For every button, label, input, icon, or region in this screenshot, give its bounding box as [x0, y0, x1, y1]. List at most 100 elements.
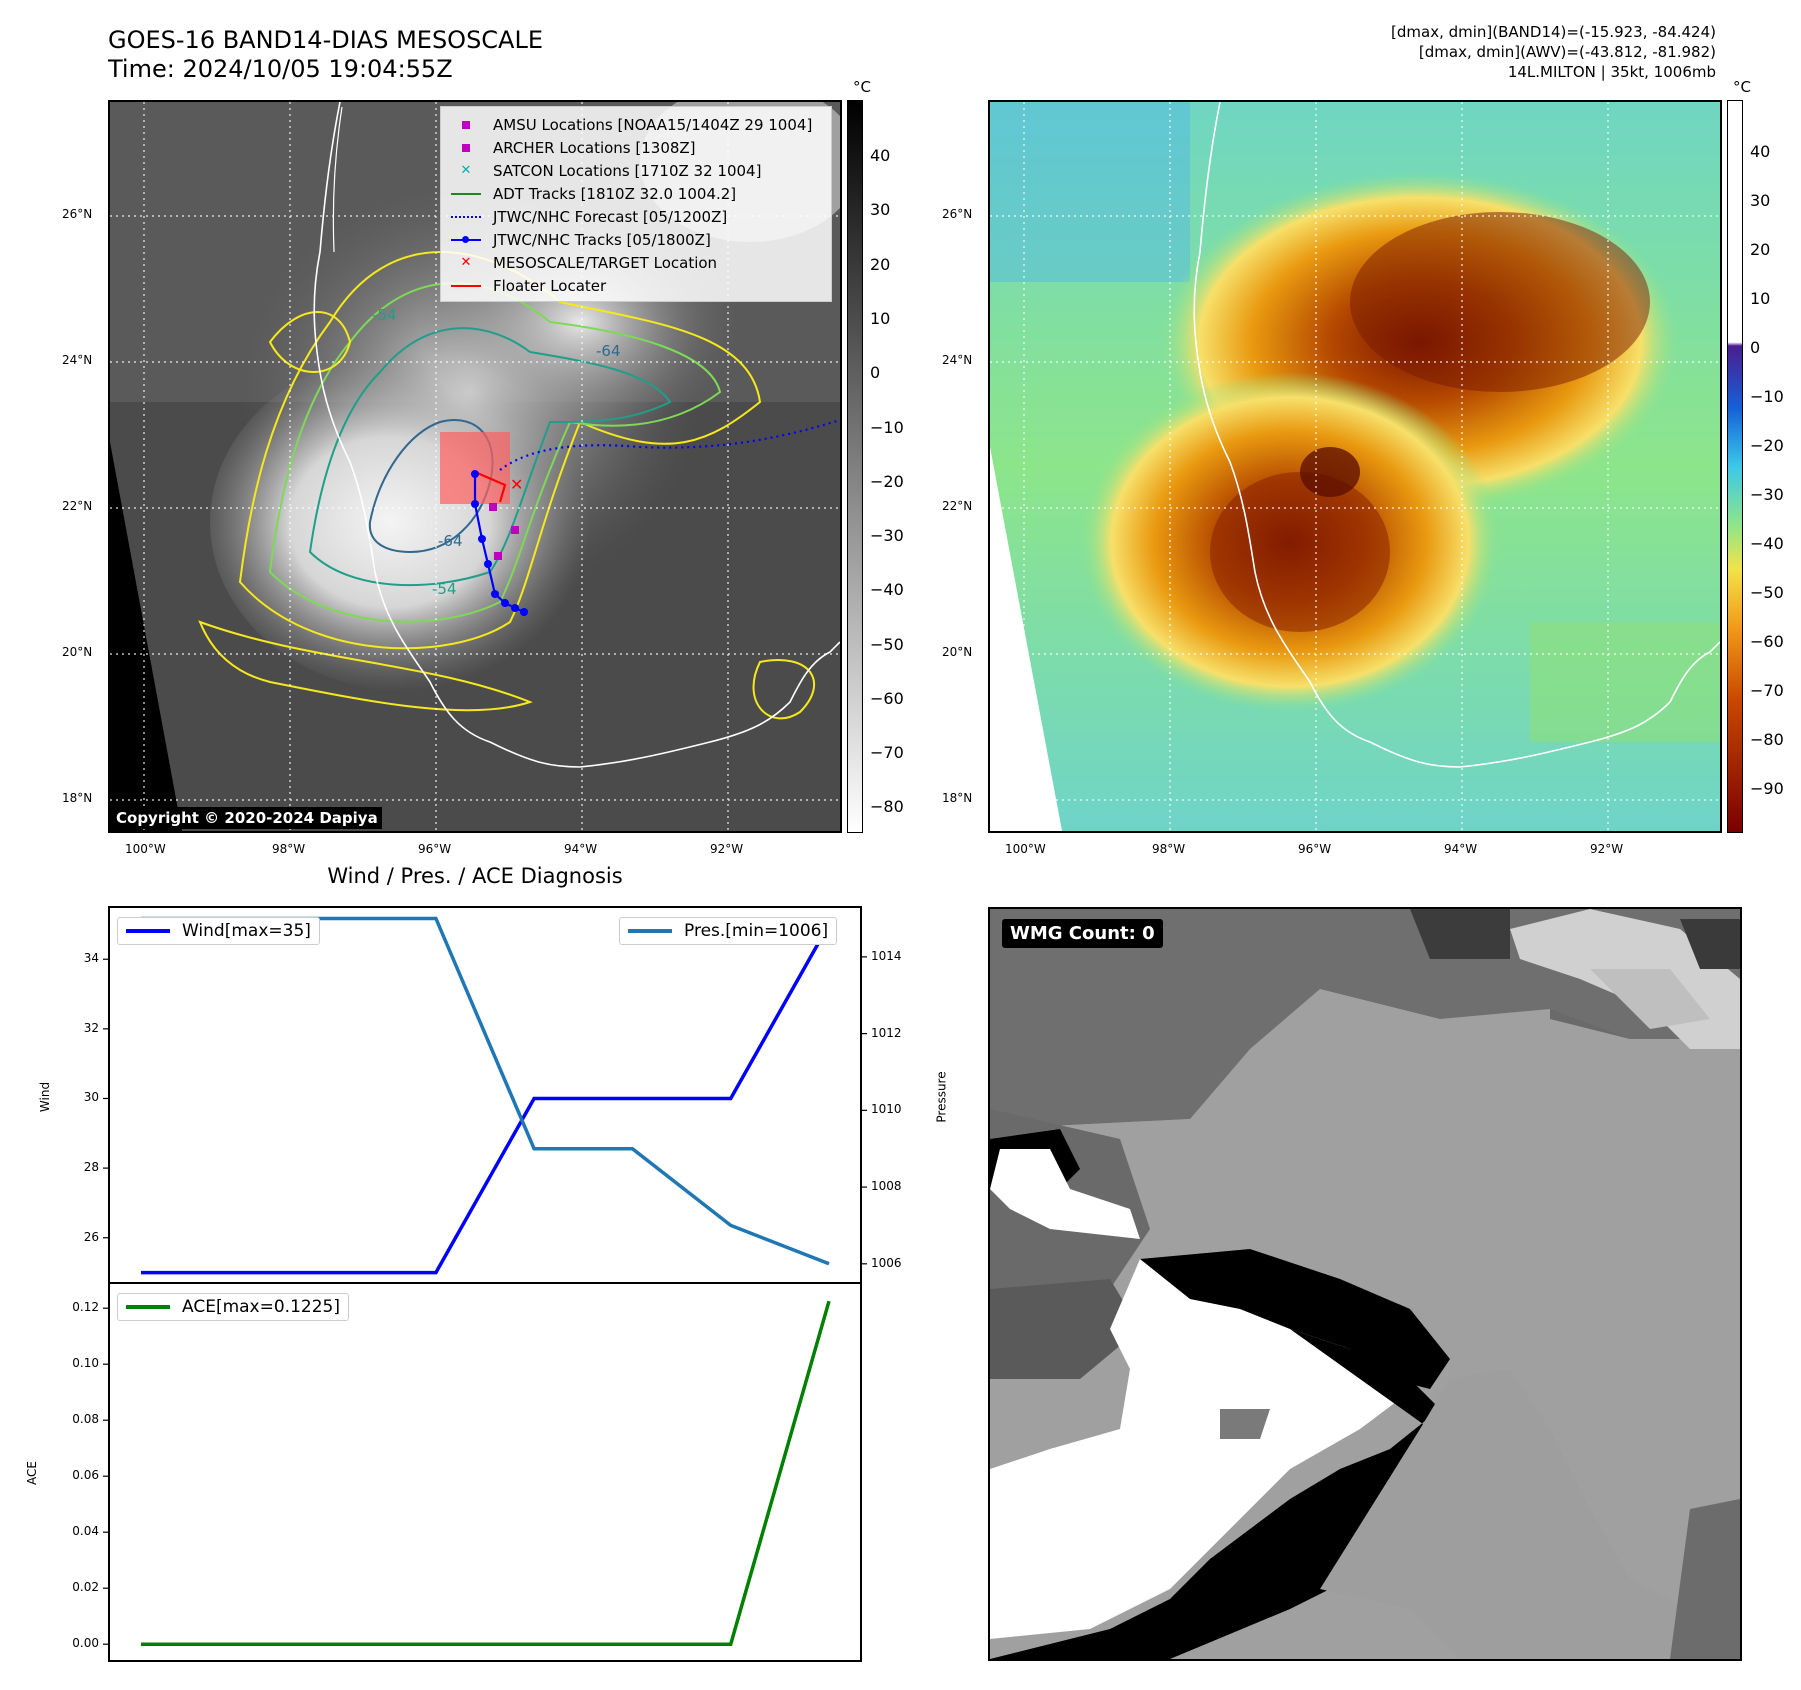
- lon-label: 98°W: [1152, 842, 1186, 856]
- square-marker-icon: [449, 141, 483, 155]
- colorbar-tick: −50: [870, 635, 904, 654]
- lat-label: 22°N: [942, 499, 973, 513]
- awv-map-panel: [988, 100, 1722, 833]
- wmg-count-label: WMG Count: 0: [1002, 919, 1163, 948]
- legend-label: ARCHER Locations [1308Z]: [493, 138, 696, 157]
- ace-legend-label: ACE[max=0.1225]: [182, 1297, 340, 1317]
- wind-plot-frame: [108, 906, 862, 1284]
- lat-label: 18°N: [62, 791, 93, 805]
- pressure-tick-label: 1006: [871, 1255, 902, 1270]
- line-marker-icon: [449, 187, 483, 201]
- colorbar-tick: −30: [870, 526, 904, 545]
- line-dot-marker-icon: [449, 233, 483, 247]
- contour-label: -54: [432, 580, 457, 598]
- legend-item-tracks: JTWC/NHC Tracks [05/1800Z]: [449, 228, 823, 251]
- colorbar-tick: 0: [1750, 338, 1761, 357]
- colorbar-tick: −80: [1750, 730, 1784, 749]
- wind-tick-label: 32: [83, 1020, 99, 1035]
- lon-label: 92°W: [1590, 842, 1624, 856]
- line-marker-icon: [449, 279, 483, 293]
- diagnosis-title: Wind / Pres. / ACE Diagnosis: [327, 864, 623, 888]
- ace-tick-label: 0.04: [72, 1524, 99, 1539]
- copyright-label: Copyright © 2020-2024 Dapiya: [112, 807, 382, 829]
- info-line3: 14L.MILTON | 35kt, 1006mb: [1507, 63, 1716, 81]
- pressure-tick-label: 1010: [871, 1102, 902, 1117]
- pressure-tick-label: 1008: [871, 1179, 902, 1194]
- colorbar-tick: −10: [1750, 387, 1784, 406]
- square-marker-icon: [449, 118, 483, 132]
- colorbar-unit: °C: [1733, 78, 1751, 96]
- colorbar-tick: 40: [1750, 142, 1771, 161]
- legend-label: SATCON Locations [1710Z 32 1004]: [493, 161, 762, 180]
- colorbar-tick: 30: [870, 200, 891, 219]
- colorbar-tick: −50: [1750, 583, 1784, 602]
- lat-label: 20°N: [62, 645, 93, 659]
- legend-item-target: ✕ MESOSCALE/TARGET Location: [449, 251, 823, 274]
- wmg-panel: WMG Count: 0: [988, 907, 1742, 1661]
- lat-label: 22°N: [62, 499, 93, 513]
- colorbar-tick: −20: [870, 472, 904, 491]
- x-marker-icon: ✕: [460, 163, 472, 178]
- wind-series-line: [141, 923, 831, 1275]
- pressure-legend-label: Pres.[min=1006]: [684, 921, 829, 941]
- x-marker-icon: ✕: [460, 255, 472, 270]
- lat-label: 18°N: [942, 791, 973, 805]
- wind-legend: Wind[max=35]: [117, 917, 320, 945]
- lat-label: 24°N: [942, 353, 973, 367]
- legend-label: ADT Tracks [1810Z 32.0 1004.2]: [493, 184, 737, 203]
- ace-axis-label: ACE: [24, 1461, 39, 1485]
- colorbar-tick: 10: [870, 309, 891, 328]
- legend-item-amsu: AMSU Locations [NOAA15/1404Z 29 1004]: [449, 113, 823, 136]
- colorbar-tick: −70: [870, 743, 904, 762]
- wind-tick-label: 26: [83, 1229, 99, 1244]
- colorbar-tick: −20: [1750, 436, 1784, 455]
- ace-tick-label: 0.06: [72, 1468, 99, 1483]
- figure-title-line1: GOES-16 BAND14-DIAS MESOSCALE: [108, 26, 544, 54]
- legend-item-floater: Floater Locater: [449, 274, 823, 297]
- awv-colorbar: [1727, 100, 1743, 833]
- ace-tick-label: 0.02: [72, 1580, 99, 1595]
- pressure-tick-label: 1012: [871, 1025, 902, 1040]
- pressure-tick-label: 1014: [871, 948, 902, 963]
- wind-axis-label: Wind: [38, 1081, 53, 1113]
- lon-label: 98°W: [272, 842, 306, 856]
- legend-label: Floater Locater: [493, 276, 607, 295]
- dotted-line-icon: [449, 210, 483, 224]
- colorbar-tick: 40: [870, 146, 891, 165]
- colorbar-tick: −40: [870, 580, 904, 599]
- legend-label: JTWC/NHC Tracks [05/1800Z]: [493, 230, 711, 249]
- info-line1: [dmax, dmin](BAND14)=(-15.923, -84.424): [1391, 23, 1716, 41]
- colorbar-tick: −60: [1750, 632, 1784, 651]
- map-legend: AMSU Locations [NOAA15/1404Z 29 1004] AR…: [440, 106, 832, 302]
- colorbar-tick: −80: [870, 797, 904, 816]
- colorbar-tick: 10: [1750, 289, 1771, 308]
- lon-label: 94°W: [1444, 842, 1478, 856]
- ace-tick-label: 0.00: [72, 1636, 99, 1651]
- wind-legend-line-icon: [126, 929, 170, 933]
- colorbar-tick: 0: [870, 363, 881, 382]
- figure-title-line2: Time: 2024/10/05 19:04:55Z: [108, 55, 453, 83]
- contour-label: -64: [438, 532, 463, 550]
- pressure-legend: Pres.[min=1006]: [619, 917, 838, 945]
- legend-label: MESOSCALE/TARGET Location: [493, 253, 718, 272]
- wind-tick-label: 30: [83, 1090, 99, 1105]
- svg-text:✕: ✕: [510, 475, 523, 494]
- lon-label: 96°W: [1298, 842, 1332, 856]
- legend-item-satcon: ✕ SATCON Locations [1710Z 32 1004]: [449, 159, 823, 182]
- lon-label: 96°W: [418, 842, 452, 856]
- colorbar-tick: −10: [870, 418, 904, 437]
- ace-legend: ACE[max=0.1225]: [117, 1293, 349, 1321]
- colorbar-tick: −70: [1750, 681, 1784, 700]
- lat-label: 20°N: [942, 645, 973, 659]
- ace-plot-frame: [108, 1282, 862, 1662]
- colorbar-tick: −30: [1750, 485, 1784, 504]
- awv-map: [990, 102, 1720, 831]
- lon-label: 100°W: [125, 842, 166, 856]
- colorbar-tick: −40: [1750, 534, 1784, 553]
- legend-item-adt: ADT Tracks [1810Z 32.0 1004.2]: [449, 182, 823, 205]
- colorbar-unit: °C: [853, 78, 871, 96]
- ace-tick-label: 0.08: [72, 1412, 99, 1427]
- wind-legend-label: Wind[max=35]: [182, 921, 311, 941]
- wind-tick-label: 28: [83, 1160, 99, 1175]
- legend-item-archer: ARCHER Locations [1308Z]: [449, 136, 823, 159]
